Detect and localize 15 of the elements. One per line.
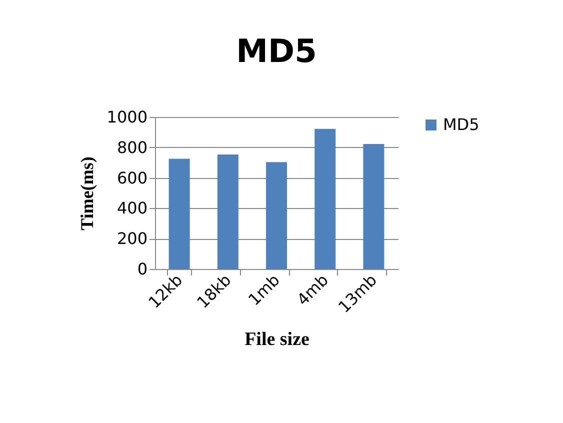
y-tick-label: 200 <box>116 229 148 248</box>
y-tick-label: 1000 <box>106 108 148 126</box>
y-tick-label: 0 <box>137 260 148 278</box>
y-axis-title: Time(ms) <box>76 156 97 230</box>
y-tick-label: 600 <box>116 168 148 188</box>
bar <box>314 128 336 269</box>
y-tick-label: 800 <box>116 138 148 157</box>
chart-title: MD5 <box>236 32 317 70</box>
legend-label: MD5 <box>443 115 480 134</box>
bar <box>168 158 190 269</box>
y-tick-label: 400 <box>116 198 148 218</box>
bar <box>363 144 384 269</box>
x-axis-title: File size <box>244 328 310 350</box>
bar <box>217 154 238 269</box>
bar <box>266 162 287 269</box>
